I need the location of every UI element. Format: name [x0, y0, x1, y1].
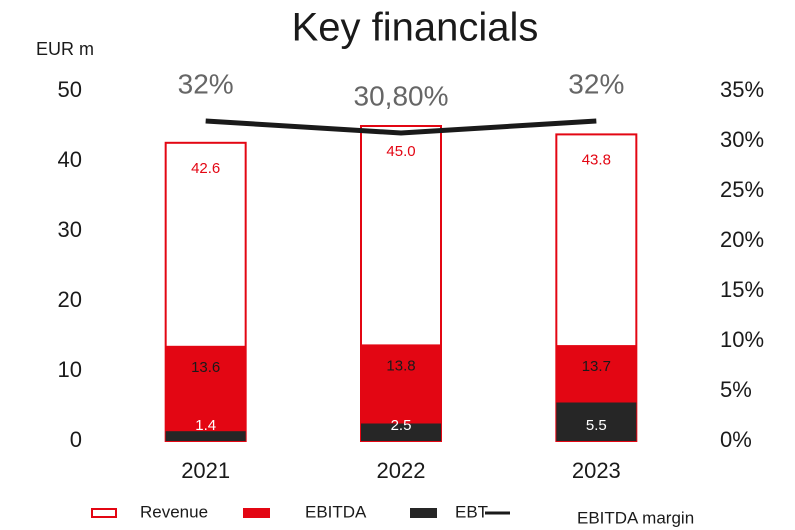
- y2-tick-label: 25%: [720, 177, 764, 202]
- y-tick-label: 30: [58, 217, 82, 242]
- legend-swatch: [410, 508, 437, 518]
- y-axis-label: EUR m: [36, 39, 94, 59]
- legend-swatch: [91, 508, 117, 518]
- y-tick-label: 40: [58, 147, 82, 172]
- data-label: 13.8: [386, 357, 415, 374]
- y2-tick-label: 35%: [720, 77, 764, 102]
- data-label: 32%: [178, 68, 234, 99]
- x-tick-label: 2023: [572, 458, 621, 483]
- chart-title: Key financials: [292, 6, 539, 50]
- bar: [361, 423, 441, 441]
- data-label: 2.5: [391, 417, 412, 434]
- y-tick-label: 0: [70, 427, 82, 452]
- data-label: 42.6: [191, 160, 220, 177]
- data-label: 45.0: [386, 143, 415, 160]
- bar: [165, 431, 246, 441]
- legend-label: Revenue: [140, 502, 208, 521]
- y2-tick-label: 20%: [720, 227, 764, 252]
- legend-label: EBT: [455, 502, 488, 521]
- data-label: 32%: [568, 68, 624, 99]
- data-label: 5.5: [586, 417, 607, 434]
- bar: [556, 402, 637, 441]
- y-tick-label: 50: [58, 77, 82, 102]
- legend-swatch: [243, 508, 270, 518]
- legend-label: EBITDA: [305, 502, 367, 521]
- bar: [165, 345, 246, 441]
- data-label: 1.4: [195, 417, 216, 434]
- data-label: 30,80%: [354, 80, 449, 111]
- y-tick-label: 20: [58, 287, 82, 312]
- y2-tick-label: 15%: [720, 277, 764, 302]
- data-label: 13.7: [582, 358, 611, 375]
- y2-tick-label: 10%: [720, 327, 764, 352]
- x-tick-label: 2021: [181, 458, 230, 483]
- y2-tick-label: 5%: [720, 377, 752, 402]
- y-tick-label: 10: [58, 357, 82, 382]
- y2-tick-label: 30%: [720, 127, 764, 152]
- data-label: 13.6: [191, 359, 220, 376]
- data-label: 43.8: [582, 151, 611, 168]
- x-tick-label: 2022: [377, 458, 426, 483]
- y2-tick-label: 0%: [720, 427, 752, 452]
- line: [205, 118, 597, 136]
- legend-label: EBITDA margin: [577, 508, 694, 527]
